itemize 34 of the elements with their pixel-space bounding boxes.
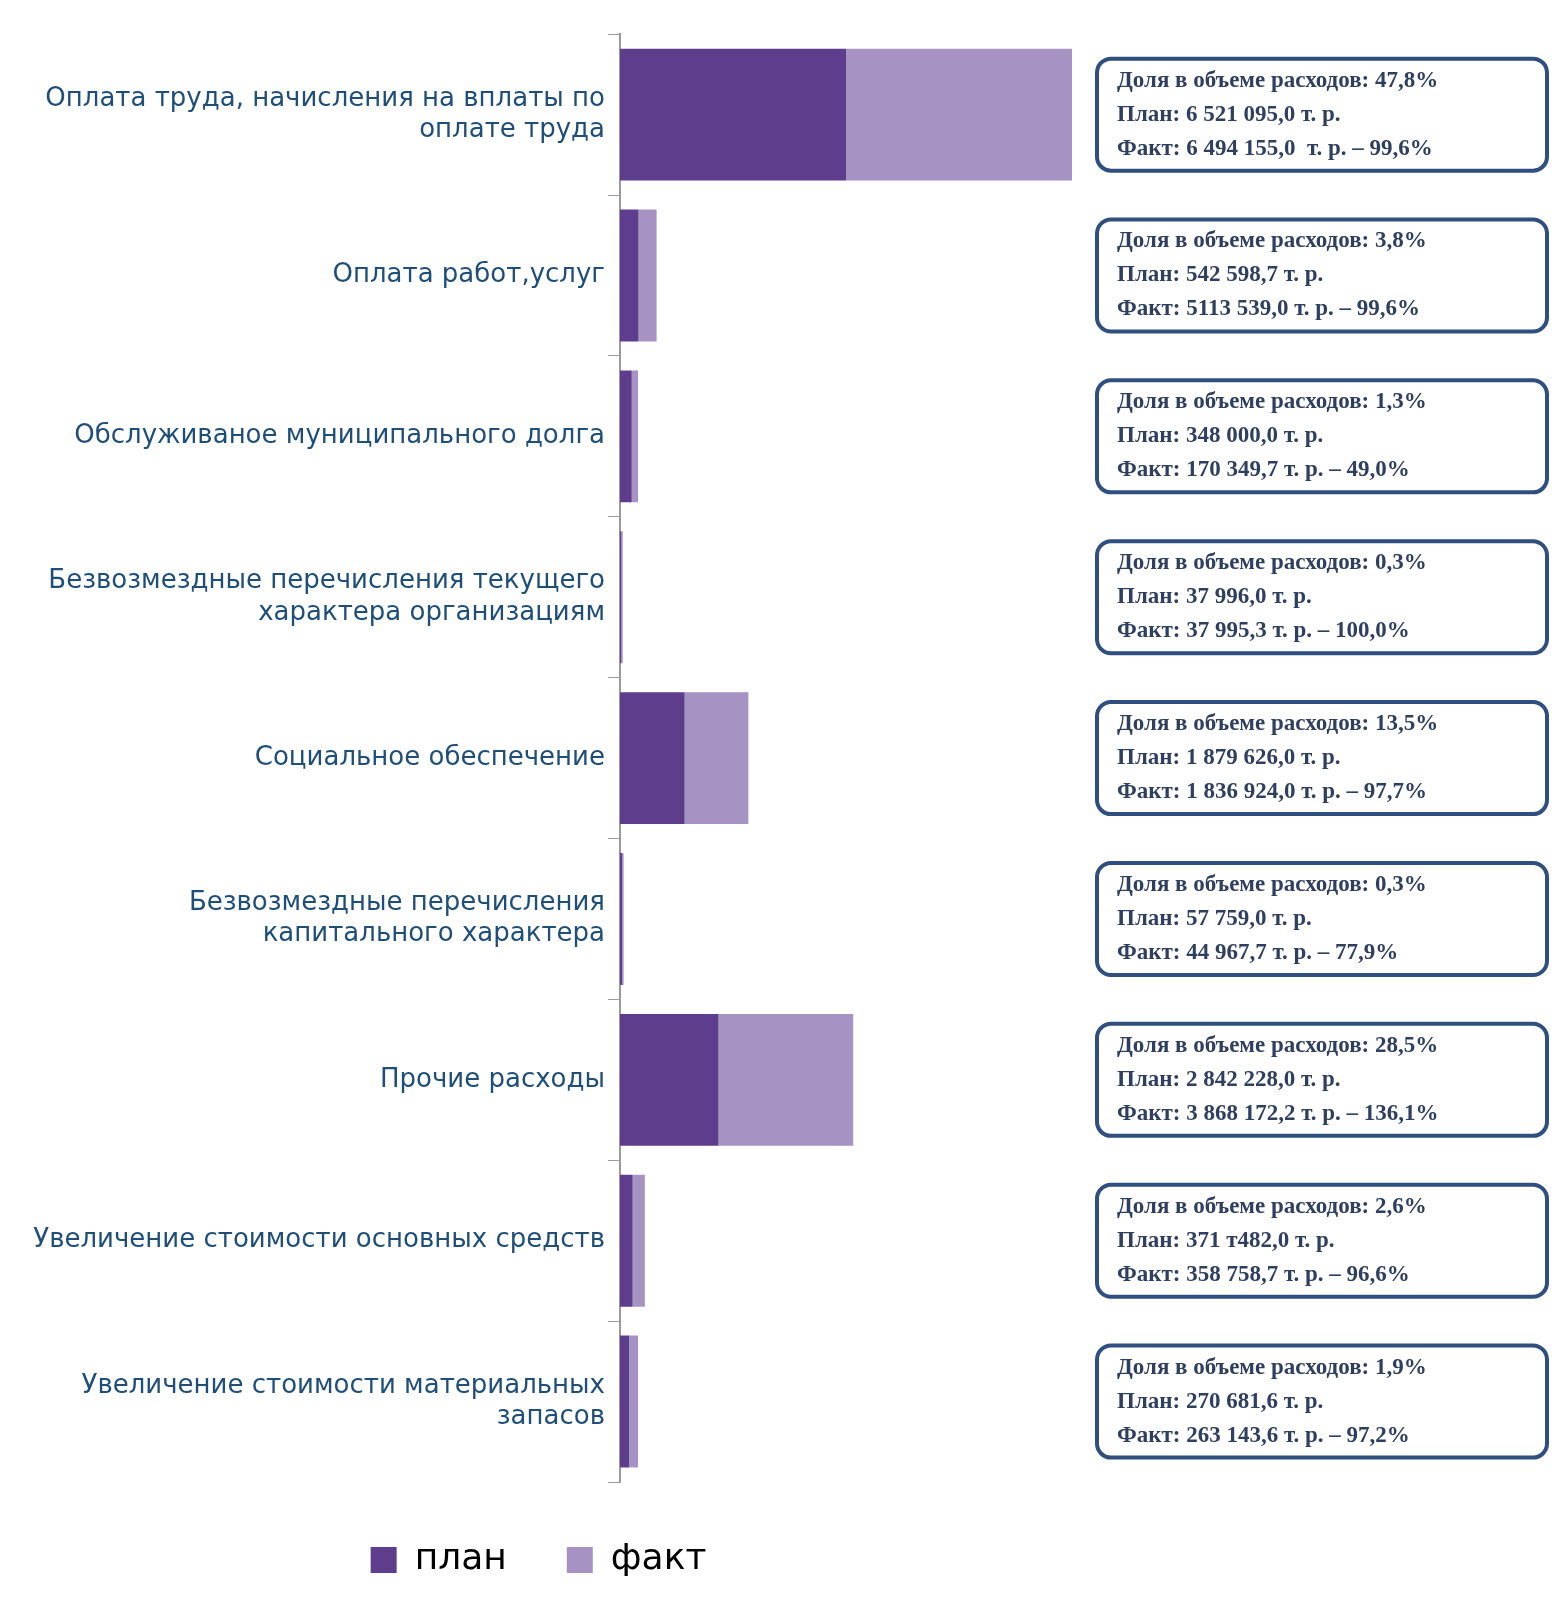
- bar: [620, 692, 685, 825]
- text: Доля в объеме расходов: 0,3% План: 57 759,0 т. р. Факт: 44 967,7 т. р. – 77,9%: [1117, 870, 1427, 964]
- text: Доля в объеме расходов: 1,9% План: 270 681,6 т. р. Факт: 263 143,6 т. р. – 97,2%: [1117, 1353, 1427, 1447]
- text: Доля в объеме расходов: 3,8% План: 542 598,7 т. р. Факт: 5113 539,0 т. р. – 99,6%: [1117, 227, 1427, 321]
- bar: [632, 1174, 645, 1307]
- y-tick-label: Обслуживаное муниципального долга: [74, 419, 605, 450]
- text: Доля в объеме расходов: 1,3% План: 348 000,0 т. р. Факт: 170 349,7 т. р. – 49,0%: [1117, 388, 1427, 482]
- y-tick-label: Увеличение стоимости материальных запасов: [81, 1368, 605, 1430]
- bar: [629, 1335, 639, 1468]
- y-tick-label: Безвозмездные перечисления текущего характера организациям: [48, 564, 605, 626]
- bar: [631, 370, 639, 503]
- y-tick-label: Оплата труда, начисления на вплаты по оплате труда: [45, 81, 605, 143]
- bar: [620, 209, 639, 342]
- text: Доля в объеме расходов: 2,6% План: 371 т482,0 т. р. Факт: 358 758,7 т. р. – 96,6%: [1117, 1192, 1427, 1286]
- bar: [620, 1174, 633, 1307]
- text: Доля в объеме расходов: 28,5% План: 2 842 228,0 т. р. Факт: 3 868 172,2 т. р. – 136,1%: [1117, 1031, 1439, 1125]
- bar: [684, 692, 749, 825]
- legend-label: факт: [610, 1536, 707, 1578]
- bar: [620, 1335, 630, 1468]
- bar: [620, 1013, 719, 1146]
- text: Доля в объеме расходов: 47,8% План: 6 521 095,0 т. р. Факт: 6 494 155,0 т. р. – 99,6%: [1117, 66, 1439, 160]
- y-tick-label: Увеличение стоимости основных средств: [33, 1223, 605, 1254]
- text: Доля в объеме расходов: 0,3% План: 37 996,0 т. р. Факт: 37 995,3 т. р. – 100,0%: [1117, 549, 1427, 643]
- y-tick-label: Социальное обеспечение: [254, 740, 605, 771]
- y-tick-label: Прочие расходы: [379, 1062, 605, 1093]
- text: Доля в объеме расходов: 13,5% План: 1 879 626,0 т. р. Факт: 1 836 924,0 т. р. – 97,7%: [1117, 710, 1439, 804]
- y-tick-label: Безвозмездные перечисления капитального характера: [188, 886, 605, 948]
- bar: [846, 48, 1072, 181]
- y-tick-label: Оплата работ,услуг: [332, 258, 605, 289]
- legend-label: план: [414, 1536, 507, 1578]
- bar: [638, 209, 657, 342]
- bar: [620, 48, 846, 181]
- bar: [620, 370, 632, 503]
- bar: [718, 1013, 854, 1146]
